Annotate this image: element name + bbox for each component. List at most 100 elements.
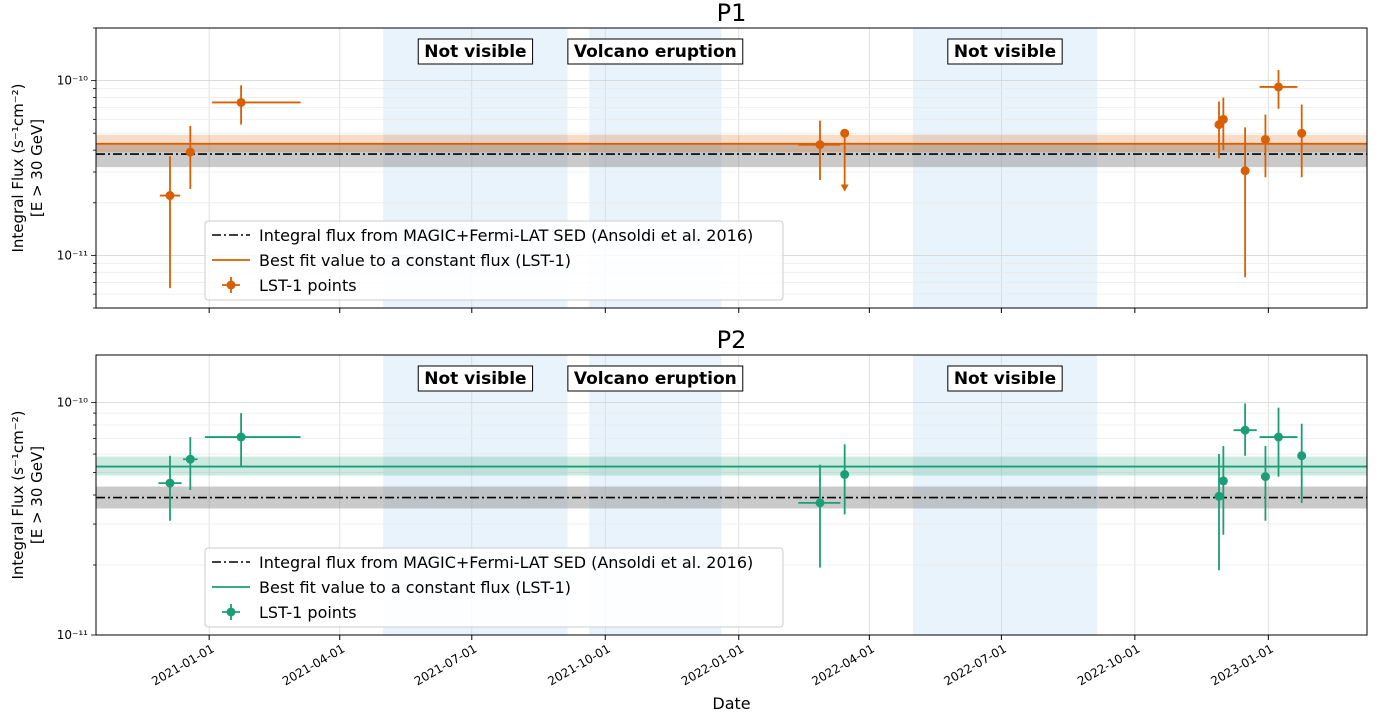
panel-title: P2 [717, 326, 747, 354]
data-point [1259, 70, 1298, 109]
data-point [1259, 407, 1298, 477]
data-point [1214, 454, 1224, 571]
shaded-regions [383, 28, 1098, 308]
point-marker [236, 97, 246, 107]
point-marker [1260, 135, 1270, 145]
legend-box [204, 547, 784, 628]
point-marker [1218, 114, 1228, 124]
point-marker [840, 128, 850, 138]
point-marker [1273, 432, 1283, 442]
point-marker [165, 478, 175, 488]
legend-points-label: LST-1 points [259, 276, 357, 295]
legend: Integral flux from MAGIC+Fermi-LAT SED (… [204, 220, 784, 301]
region-label: Not visible [954, 369, 1056, 389]
x-tick-label: 2022-01-01 [679, 641, 746, 688]
legend-reference-label: Integral flux from MAGIC+Fermi-LAT SED (… [259, 553, 753, 572]
y-tick-label: 10⁻¹¹ [57, 628, 88, 642]
region-label-box [947, 365, 1063, 392]
legend-points-marker [226, 607, 236, 617]
x-tick-label: 2022-10-01 [1075, 641, 1142, 688]
point-marker [185, 454, 195, 464]
legend-fit-label: Best fit value to a constant flux (LST-1… [259, 251, 571, 270]
point-marker [185, 147, 195, 157]
data-point [798, 464, 841, 568]
data-point [798, 120, 841, 180]
x-tick-label: 2021-07-01 [412, 641, 479, 688]
reference-bands [96, 456, 1367, 509]
upper-limit-arrow [840, 184, 849, 192]
point-marker [815, 498, 825, 508]
data-point [185, 125, 195, 189]
point-marker [815, 140, 825, 150]
data-point [212, 85, 301, 125]
y-tick-label: 10⁻¹¹ [57, 248, 88, 262]
panel-p2: Not visible Volcano eruption Not visible 10… [9, 326, 1368, 642]
point-marker [1260, 472, 1270, 482]
region-label: Volcano eruption [574, 369, 737, 389]
data-point [204, 413, 301, 467]
region-label-box [947, 38, 1063, 65]
data-point [840, 444, 850, 515]
gridlines [96, 28, 1367, 308]
reference-band [96, 144, 1367, 168]
plot-frame [95, 27, 1368, 309]
panel-title: P1 [717, 0, 747, 27]
x-axis-label: Date [712, 694, 750, 713]
region-label-box [417, 38, 534, 65]
data-point [1218, 445, 1228, 535]
y-tick-label: 10⁻¹⁰ [57, 74, 88, 88]
y-axis-label: Integral Flux (s⁻¹cm⁻²) [9, 83, 27, 252]
data-points [159, 70, 1307, 289]
legend-box [204, 220, 784, 301]
region-label: Not visible [424, 369, 526, 389]
point-marker [165, 191, 175, 201]
y-axis-label-energy: [E > 30 GeV] [28, 119, 46, 217]
data-point [183, 437, 198, 491]
data-points [158, 403, 1307, 571]
legend-fit-label: Best fit value to a constant flux (LST-1… [259, 578, 571, 597]
gridlines [96, 355, 1367, 635]
y-axis-label-energy: [E > 30 GeV] [28, 446, 46, 544]
y-axis-label: Integral Flux (s⁻¹cm⁻²) [9, 410, 27, 579]
x-tick-label: 2021-10-01 [545, 641, 612, 688]
legend-points-marker [226, 280, 236, 290]
data-point [1233, 403, 1257, 456]
data-point [1240, 127, 1250, 278]
x-tick-label: 2022-07-01 [941, 641, 1008, 688]
legend-reference-label: Integral flux from MAGIC+Fermi-LAT SED (… [259, 226, 753, 245]
data-point [1297, 104, 1307, 178]
region-label-box [567, 38, 744, 65]
point-marker [1297, 451, 1307, 461]
data-point [1218, 97, 1228, 151]
point-marker [840, 470, 850, 480]
legend-points-label: LST-1 points [259, 603, 357, 622]
point-marker [1240, 425, 1250, 435]
legend: Integral flux from MAGIC+Fermi-LAT SED (… [204, 547, 784, 628]
point-marker [236, 432, 246, 442]
region-label: Not visible [954, 42, 1056, 62]
region-label: Not visible [424, 42, 526, 62]
point-marker [1297, 128, 1307, 138]
x-tick-label: 2023-01-01 [1208, 641, 1275, 688]
x-tick-label: 2022-04-01 [809, 641, 876, 688]
point-marker [1218, 476, 1228, 486]
data-point [840, 128, 850, 192]
reference-bands [96, 134, 1367, 168]
data-point [1260, 445, 1270, 521]
point-marker [1214, 491, 1224, 501]
region-label-box [567, 365, 744, 392]
shaded-region [912, 28, 1098, 308]
region-label-box [417, 365, 534, 392]
data-point [1297, 423, 1307, 503]
y-tick-label: 10⁻¹⁰ [57, 395, 88, 409]
panel-p1: Not visible Volcano eruption Not visible 10… [9, 0, 1368, 313]
region-label: Volcano eruption [574, 42, 737, 62]
x-tick-label: 2021-04-01 [280, 641, 347, 688]
data-point [159, 156, 181, 289]
data-point [158, 455, 182, 521]
data-point [1260, 114, 1270, 178]
point-marker [1240, 166, 1250, 176]
point-marker [1273, 82, 1283, 92]
x-tick-label: 2021-01-01 [149, 641, 216, 688]
